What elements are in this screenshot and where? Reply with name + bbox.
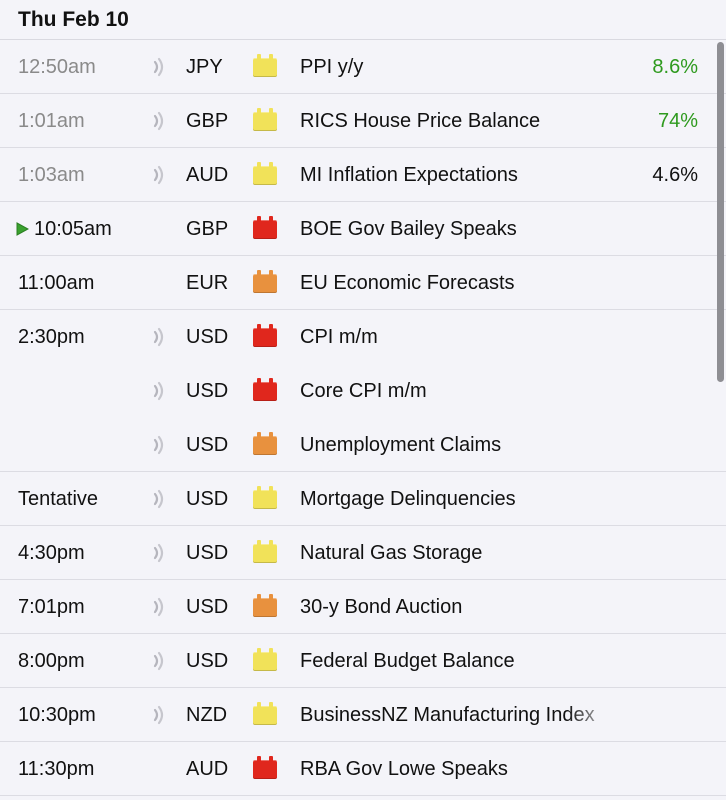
sound-icon[interactable] — [148, 310, 172, 364]
event-title[interactable]: RBA Gov Lowe Speaks — [300, 757, 508, 780]
scrollbar[interactable] — [717, 42, 724, 382]
impact-folder-icon — [252, 634, 278, 688]
impact-folder-icon — [252, 364, 278, 418]
event-list: 12:50am JPY PPI y/y 8.6% 1:01am GBP RICS House… — [0, 40, 726, 796]
event-currency: EUR — [186, 271, 229, 294]
event-actual: 8.6% — [652, 55, 698, 78]
event-row[interactable]: 1:03am AUD MI Inflation Expectations 4.6% — [0, 148, 726, 202]
sound-icon[interactable] — [148, 526, 172, 580]
impact-folder-icon — [252, 310, 278, 364]
event-currency: AUD — [186, 163, 229, 186]
event-time: 11:00am — [18, 271, 95, 294]
event-time: 11:30pm — [18, 757, 95, 780]
event-title[interactable]: 30-y Bond Auction — [300, 595, 463, 618]
event-row[interactable]: 10:05am GBP BOE Gov Bailey Speaks — [0, 202, 726, 256]
event-currency: USD — [186, 487, 229, 510]
event-title[interactable]: RICS House Price Balance — [300, 109, 541, 132]
sound-icon[interactable] — [148, 688, 172, 742]
event-row[interactable]: 11:30pm AUD RBA Gov Lowe Speaks — [0, 742, 726, 796]
event-title[interactable]: BOE Gov Bailey Speaks — [300, 217, 517, 240]
event-currency: GBP — [186, 109, 229, 132]
event-title[interactable]: Mortgage Delinquencies — [300, 487, 516, 510]
day-header: Thu Feb 10 — [0, 0, 726, 40]
event-time: 4:30pm — [18, 541, 85, 564]
event-time: 10:30pm — [18, 703, 96, 726]
event-title[interactable]: Core CPI m/m — [300, 379, 427, 402]
event-currency: JPY — [186, 55, 223, 78]
sound-icon[interactable] — [148, 94, 172, 148]
event-actual: 74% — [657, 109, 698, 132]
event-time: 2:30pm — [18, 325, 85, 348]
impact-folder-icon — [252, 418, 278, 472]
event-row[interactable]: 12:50am JPY PPI y/y 8.6% — [0, 40, 726, 94]
event-row[interactable]: 8:00pm USD Federal Budget Balance — [0, 634, 726, 688]
event-row[interactable]: 1:01am GBP RICS House Price Balance 74% — [0, 94, 726, 148]
play-icon — [16, 202, 30, 256]
event-time: 1:03am — [18, 163, 85, 186]
event-title[interactable]: BusinessNZ Manufacturing Index — [300, 703, 595, 726]
event-row[interactable]: 2:30pm USD CPI m/m — [0, 310, 726, 364]
event-row[interactable]: 7:01pm USD 30-y Bond Auction — [0, 580, 726, 634]
event-currency: GBP — [186, 217, 229, 240]
event-currency: USD — [186, 649, 229, 672]
sound-icon[interactable] — [148, 148, 172, 202]
impact-folder-icon — [252, 94, 278, 148]
impact-folder-icon — [252, 688, 278, 742]
sound-icon[interactable] — [148, 418, 172, 472]
event-currency: AUD — [186, 757, 229, 780]
event-title[interactable]: CPI m/m — [300, 325, 378, 348]
event-title[interactable]: Natural Gas Storage — [300, 541, 483, 564]
sound-icon[interactable] — [148, 472, 172, 526]
event-currency: USD — [186, 541, 229, 564]
event-currency: USD — [186, 433, 229, 456]
impact-folder-icon — [252, 526, 278, 580]
event-time: 12:50am — [18, 55, 96, 78]
event-currency: NZD — [186, 703, 228, 726]
impact-folder-icon — [252, 40, 278, 94]
impact-folder-icon — [252, 256, 278, 310]
event-row[interactable]: USD Core CPI m/m — [0, 364, 726, 418]
impact-folder-icon — [252, 580, 278, 634]
impact-folder-icon — [252, 472, 278, 526]
event-row[interactable]: 11:00am EUR EU Economic Forecasts — [0, 256, 726, 310]
event-row[interactable]: Tentative USD Mortgage Delinquencies — [0, 472, 726, 526]
sound-icon[interactable] — [148, 580, 172, 634]
sound-icon[interactable] — [148, 634, 172, 688]
event-time: 7:01pm — [18, 595, 85, 618]
event-time: 10:05am — [34, 217, 112, 240]
event-actual: 4.6% — [652, 163, 698, 186]
event-title[interactable]: MI Inflation Expectations — [300, 163, 518, 186]
impact-folder-icon — [252, 202, 278, 256]
event-title[interactable]: Unemployment Claims — [300, 433, 502, 456]
event-time: 1:01am — [18, 109, 85, 132]
day-header-date: Thu Feb 10 — [18, 7, 129, 31]
event-title[interactable]: PPI y/y — [300, 55, 364, 78]
event-currency: USD — [186, 379, 229, 402]
event-row[interactable]: USD Unemployment Claims — [0, 418, 726, 472]
event-time: Tentative — [18, 487, 99, 510]
sound-icon[interactable] — [148, 40, 172, 94]
impact-folder-icon — [252, 742, 278, 796]
event-title[interactable]: Federal Budget Balance — [300, 649, 515, 672]
event-time: 8:00pm — [18, 649, 85, 672]
event-row[interactable]: 10:30pm NZD BusinessNZ Manufacturing Index — [0, 688, 726, 742]
impact-folder-icon — [252, 148, 278, 202]
sound-icon[interactable] — [148, 364, 172, 418]
event-title[interactable]: EU Economic Forecasts — [300, 271, 515, 294]
event-row[interactable]: 4:30pm USD Natural Gas Storage — [0, 526, 726, 580]
event-currency: USD — [186, 595, 229, 618]
event-currency: USD — [186, 325, 229, 348]
